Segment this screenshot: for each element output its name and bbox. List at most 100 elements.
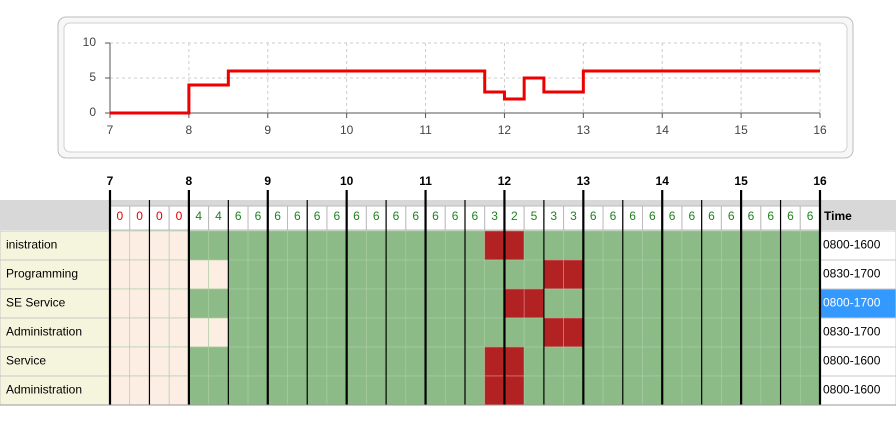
time-cell bbox=[819, 375, 896, 406]
slot-cell bbox=[346, 346, 367, 377]
ruler-label: 10 bbox=[340, 174, 354, 188]
slot-cell bbox=[681, 346, 702, 377]
slot-cell bbox=[681, 288, 702, 319]
slot-cell bbox=[287, 230, 308, 261]
x-tick-label: 9 bbox=[264, 123, 271, 137]
slot-cell bbox=[721, 288, 742, 319]
slot-cell bbox=[168, 375, 190, 406]
slot-cell bbox=[780, 346, 801, 377]
count-label: 6 bbox=[688, 209, 695, 223]
count-label: 4 bbox=[195, 209, 202, 223]
slot-cell bbox=[444, 375, 466, 406]
count-label: 6 bbox=[393, 209, 400, 223]
slot-cell bbox=[583, 346, 604, 377]
count-label: 6 bbox=[728, 209, 735, 223]
slot-cell bbox=[444, 288, 466, 319]
slot-cell bbox=[602, 375, 624, 406]
count-label: 6 bbox=[314, 209, 321, 223]
count-label: 6 bbox=[787, 209, 794, 223]
count-label: 6 bbox=[432, 209, 439, 223]
slot-cell bbox=[149, 317, 170, 348]
slot-cell bbox=[109, 346, 131, 377]
ruler-label: 16 bbox=[813, 174, 827, 188]
slot-cell bbox=[642, 346, 663, 377]
slot-cell bbox=[681, 230, 702, 261]
slot-cell bbox=[740, 375, 762, 406]
slot-cell bbox=[563, 346, 584, 377]
count-label: 0 bbox=[117, 209, 124, 223]
slot-cell bbox=[228, 230, 249, 261]
slot-cell bbox=[740, 317, 762, 348]
slot-cell bbox=[306, 230, 328, 261]
count-label: 6 bbox=[412, 209, 419, 223]
slot-cell bbox=[504, 375, 525, 406]
slot-cell bbox=[661, 230, 683, 261]
slot-cell bbox=[780, 230, 801, 261]
slot-cell bbox=[168, 346, 190, 377]
slot-cell bbox=[661, 288, 683, 319]
slot-cell bbox=[425, 230, 446, 261]
slot-cell bbox=[642, 288, 663, 319]
slot-cell bbox=[228, 259, 249, 290]
slot-cell bbox=[129, 230, 150, 261]
slot-cell bbox=[780, 259, 801, 290]
slot-cell bbox=[287, 259, 308, 290]
slot-cell bbox=[385, 288, 407, 319]
slot-cell bbox=[149, 375, 170, 406]
slot-cell bbox=[444, 230, 466, 261]
slot-cell bbox=[464, 230, 486, 261]
count-label: 6 bbox=[610, 209, 617, 223]
slot-cell bbox=[701, 259, 722, 290]
slot-cell bbox=[188, 346, 209, 377]
slot-cell bbox=[326, 375, 347, 406]
slot-cell bbox=[385, 230, 407, 261]
slot-cell bbox=[306, 317, 328, 348]
slot-cell bbox=[484, 259, 505, 290]
row-time: 0800-1700 bbox=[823, 296, 881, 310]
slot-cell bbox=[543, 259, 564, 290]
slot-cell bbox=[583, 288, 604, 319]
name-cell bbox=[0, 288, 111, 319]
slot-cell bbox=[602, 288, 624, 319]
slot-cell bbox=[385, 346, 407, 377]
slot-cell bbox=[405, 317, 426, 348]
slot-cell bbox=[760, 375, 781, 406]
count-label: 6 bbox=[629, 209, 636, 223]
slot-cell bbox=[385, 317, 407, 348]
count-label: 6 bbox=[748, 209, 755, 223]
count-label: 3 bbox=[550, 209, 557, 223]
slot-cell bbox=[484, 346, 505, 377]
count-label: 6 bbox=[669, 209, 676, 223]
slot-cell bbox=[366, 259, 387, 290]
slot-cell bbox=[799, 375, 821, 406]
row-time: 0800-1600 bbox=[823, 354, 881, 368]
slot-cell bbox=[149, 346, 170, 377]
slot-cell bbox=[523, 259, 545, 290]
slot-cell bbox=[622, 375, 643, 406]
slot-cell bbox=[563, 259, 584, 290]
slot-cell bbox=[701, 375, 722, 406]
slot-cell bbox=[247, 259, 269, 290]
slot-cell bbox=[346, 259, 367, 290]
slot-cell bbox=[208, 346, 229, 377]
row-name: Administration bbox=[6, 325, 82, 339]
slot-cell bbox=[405, 375, 426, 406]
slot-cell bbox=[622, 288, 643, 319]
slot-cell bbox=[168, 259, 190, 290]
slot-cell bbox=[267, 317, 288, 348]
time-cell bbox=[819, 288, 896, 319]
slot-cell bbox=[405, 346, 426, 377]
slot-cell bbox=[346, 375, 367, 406]
slot-cell bbox=[740, 346, 762, 377]
slot-cell bbox=[523, 346, 545, 377]
row-time: 0800-1600 bbox=[823, 383, 881, 397]
row-name: Administration bbox=[6, 383, 82, 397]
slot-cell bbox=[326, 317, 347, 348]
slot-cell bbox=[228, 288, 249, 319]
x-tick-label: 11 bbox=[419, 123, 432, 137]
slot-cell bbox=[208, 259, 229, 290]
line bbox=[110, 69, 820, 115]
slot-cell bbox=[188, 375, 209, 406]
time-cell bbox=[819, 230, 896, 261]
slot-cell bbox=[721, 317, 742, 348]
